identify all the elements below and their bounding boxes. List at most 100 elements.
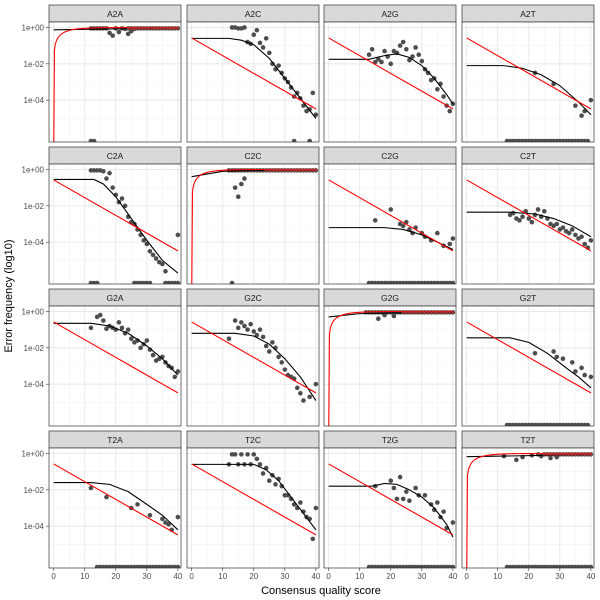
facet-border [461, 21, 595, 143]
data-point [407, 498, 412, 504]
data-point [172, 374, 178, 380]
data-point [254, 456, 260, 462]
facet-a2g: A2G [323, 4, 457, 143]
data-point [147, 347, 153, 352]
facet-border [48, 447, 182, 569]
data-point [97, 312, 103, 318]
data-point [447, 108, 453, 114]
nominal-overlay-point [154, 26, 158, 30]
facet-border [323, 21, 457, 143]
nominal-overlay-point [142, 26, 146, 30]
data-point [301, 398, 306, 403]
data-point [251, 329, 257, 334]
facet-border [48, 163, 182, 285]
x-tick-label: 20 [386, 572, 395, 581]
data-point [125, 31, 131, 37]
nominal-overlay-point [305, 168, 308, 172]
data-point [313, 505, 319, 511]
data-point [110, 33, 115, 38]
x-tick-label: 20 [524, 572, 533, 581]
facet-border [323, 305, 457, 427]
nominal-overlay-point [432, 310, 436, 314]
y-tick-label: 1e-04 [24, 380, 45, 389]
data-point [535, 207, 541, 212]
data-point [579, 365, 584, 371]
data-point [298, 500, 303, 505]
facet-plot-area [191, 168, 319, 284]
nominal-error-line [191, 37, 317, 110]
nominal-overlay-point [267, 168, 271, 172]
data-point [279, 70, 285, 76]
y-axis-label: Error frequency (log10) [3, 239, 15, 352]
data-point [441, 94, 446, 99]
data-point [270, 61, 275, 67]
data-point [407, 57, 412, 63]
facet-label: T2C [245, 435, 261, 445]
x-tick-label: 10 [80, 572, 89, 581]
data-point [147, 512, 153, 518]
nominal-overlay-point [277, 168, 281, 172]
data-point [447, 241, 453, 247]
data-point [150, 252, 156, 258]
facet-border [186, 305, 320, 427]
facet-g2c: G2C [186, 288, 320, 427]
facet-plot-area [191, 318, 319, 403]
facet-a2a: A2A 1e+00 1e-02 1e-04 [22, 4, 182, 143]
x-tick-label: 20 [249, 572, 258, 581]
data-point [282, 367, 288, 372]
data-point [588, 374, 594, 380]
y-tick-label: 1e-04 [24, 96, 45, 105]
y-tick-label: 1e+00 [22, 23, 45, 32]
zero-count-point [175, 280, 181, 284]
facet-plot-area [328, 179, 456, 284]
data-point [279, 483, 285, 489]
nominal-overlay-point [298, 168, 302, 172]
facet-label: C2T [520, 151, 536, 161]
fitted-error-line [191, 332, 317, 401]
data-point [410, 54, 415, 59]
nominal-overlay-point [148, 26, 152, 30]
fitted-error-line [191, 37, 317, 119]
fitted-error-line [53, 178, 179, 274]
data-point [235, 325, 241, 331]
facet-label: T2A [107, 435, 123, 445]
data-point [129, 336, 134, 342]
nominal-overlay-point [555, 452, 559, 456]
data-point [388, 207, 394, 212]
data-point [119, 325, 125, 331]
facet-c2a: C2A 1e+00 1e-02 1e-04 [22, 146, 182, 285]
facet-t2t: T2T 0 10 20 30 40 [461, 430, 596, 581]
nominal-overlay-point [271, 168, 274, 172]
facet-border [461, 305, 595, 427]
zero-count-point [450, 280, 456, 284]
data-point [376, 56, 381, 62]
facet-plot-area [191, 452, 319, 542]
fitted-error-line [466, 211, 592, 238]
facet-g2t: G2T [461, 288, 595, 427]
nominal-overlay-point [549, 452, 552, 456]
data-point [397, 43, 403, 48]
x-tick-label: 10 [218, 572, 227, 581]
facet-plot-area [328, 463, 456, 568]
nominal-overlay-point [429, 310, 433, 314]
data-point [104, 26, 109, 31]
facet-border [186, 21, 320, 143]
data-point [382, 48, 387, 54]
data-point [573, 103, 578, 108]
nominal-overlay-point [426, 310, 430, 314]
data-point [441, 509, 446, 514]
nominal-overlay-point [136, 26, 139, 30]
zero-count-point [588, 564, 594, 568]
data-point [260, 45, 266, 50]
data-point [397, 474, 403, 480]
nominal-error-line [328, 179, 454, 252]
facet-label: C2G [381, 151, 398, 161]
data-point [422, 492, 428, 498]
facet-plot-area [53, 312, 181, 394]
x-tick-label: 0 [51, 572, 56, 581]
nominal-overlay-point [448, 310, 452, 314]
data-point [270, 340, 275, 345]
data-point [101, 318, 106, 323]
data-point [267, 349, 272, 354]
